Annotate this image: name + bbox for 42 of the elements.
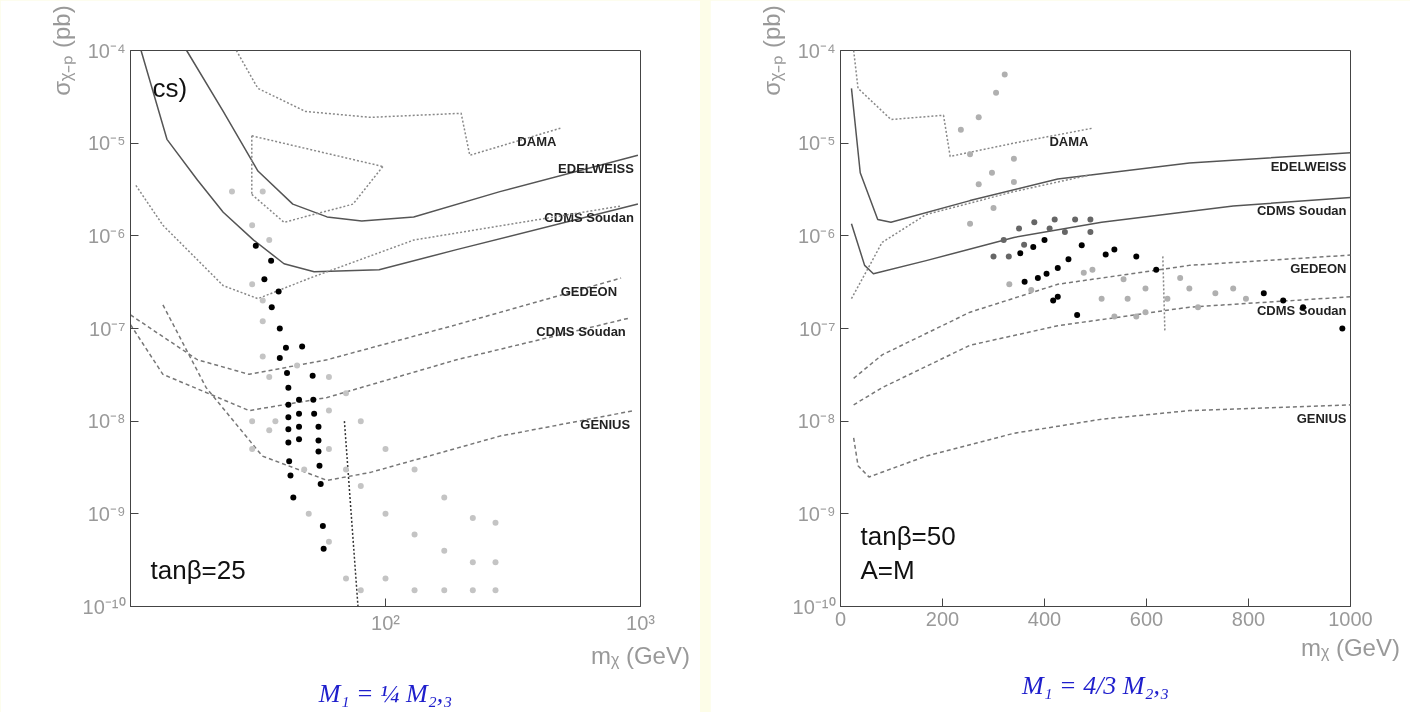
y-axis-title: σᵪ₋ₚ (pb): [757, 5, 786, 96]
y-tick-label: 10⁻⁸: [797, 410, 836, 433]
series-label: DAMA: [1049, 134, 1090, 150]
series-label: EDELWEISS: [1270, 158, 1347, 174]
y-tick-label: 10⁻¹⁰: [82, 595, 126, 618]
x-tick-label: 0: [834, 607, 847, 630]
x-tick-label: 10³: [626, 611, 656, 634]
y-tick-label: 10⁻⁵: [797, 132, 836, 155]
annotation: A=M: [860, 554, 915, 585]
text: M₁ = ¼ M₂,₃: [317, 678, 453, 708]
series-label: CDMS Soudan: [544, 210, 634, 226]
x-tick-label: 1000: [1328, 607, 1373, 630]
text: cs): [152, 72, 188, 103]
series-label: GEDEON: [560, 284, 618, 300]
series-label: DAMA: [517, 134, 557, 150]
y-axis-title: σᵪ₋ₚ (pb): [47, 5, 76, 96]
y-tick-label: 10⁻⁶: [88, 224, 126, 247]
x-tick-label: 400: [1027, 607, 1062, 630]
y-tick-label: 10⁻⁸: [87, 410, 126, 433]
x-axis-title: mᵪ (GeV): [1301, 633, 1400, 661]
series-label: GENIUS: [1296, 410, 1347, 426]
y-tick-label: 10⁻⁷: [89, 317, 126, 340]
x-tick-label: 800: [1231, 607, 1266, 630]
series-label: GENIUS: [580, 416, 631, 432]
series-label: GEDEON: [1290, 261, 1347, 277]
series-label: CDMS Soudan: [536, 323, 626, 339]
y-tick-label: 10⁻⁵: [87, 132, 126, 155]
x-tick-label: 200: [925, 607, 960, 630]
x-tick-label: 10²: [371, 611, 401, 634]
annotation: tanβ=25: [150, 554, 246, 585]
y-tick-label: 10⁻⁶: [798, 224, 836, 247]
y-tick-label: 10⁻⁷: [799, 317, 836, 340]
text: M₁ = 4/3 M₂,₃: [1020, 670, 1170, 700]
series-label: CDMS Soudan: [1256, 203, 1347, 219]
y-tick-label: 10⁻⁹: [797, 502, 836, 525]
y-tick-label: 10⁻¹⁰: [792, 595, 836, 618]
y-tick-label: 10⁻⁹: [87, 502, 126, 525]
annotation: tanβ=50: [860, 520, 956, 551]
x-tick-label: 600: [1129, 607, 1164, 630]
y-tick-label: 10⁻⁴: [87, 39, 126, 62]
y-tick-label: 10⁻⁴: [797, 39, 836, 62]
x-axis-title: mᵪ (GeV): [591, 641, 690, 669]
